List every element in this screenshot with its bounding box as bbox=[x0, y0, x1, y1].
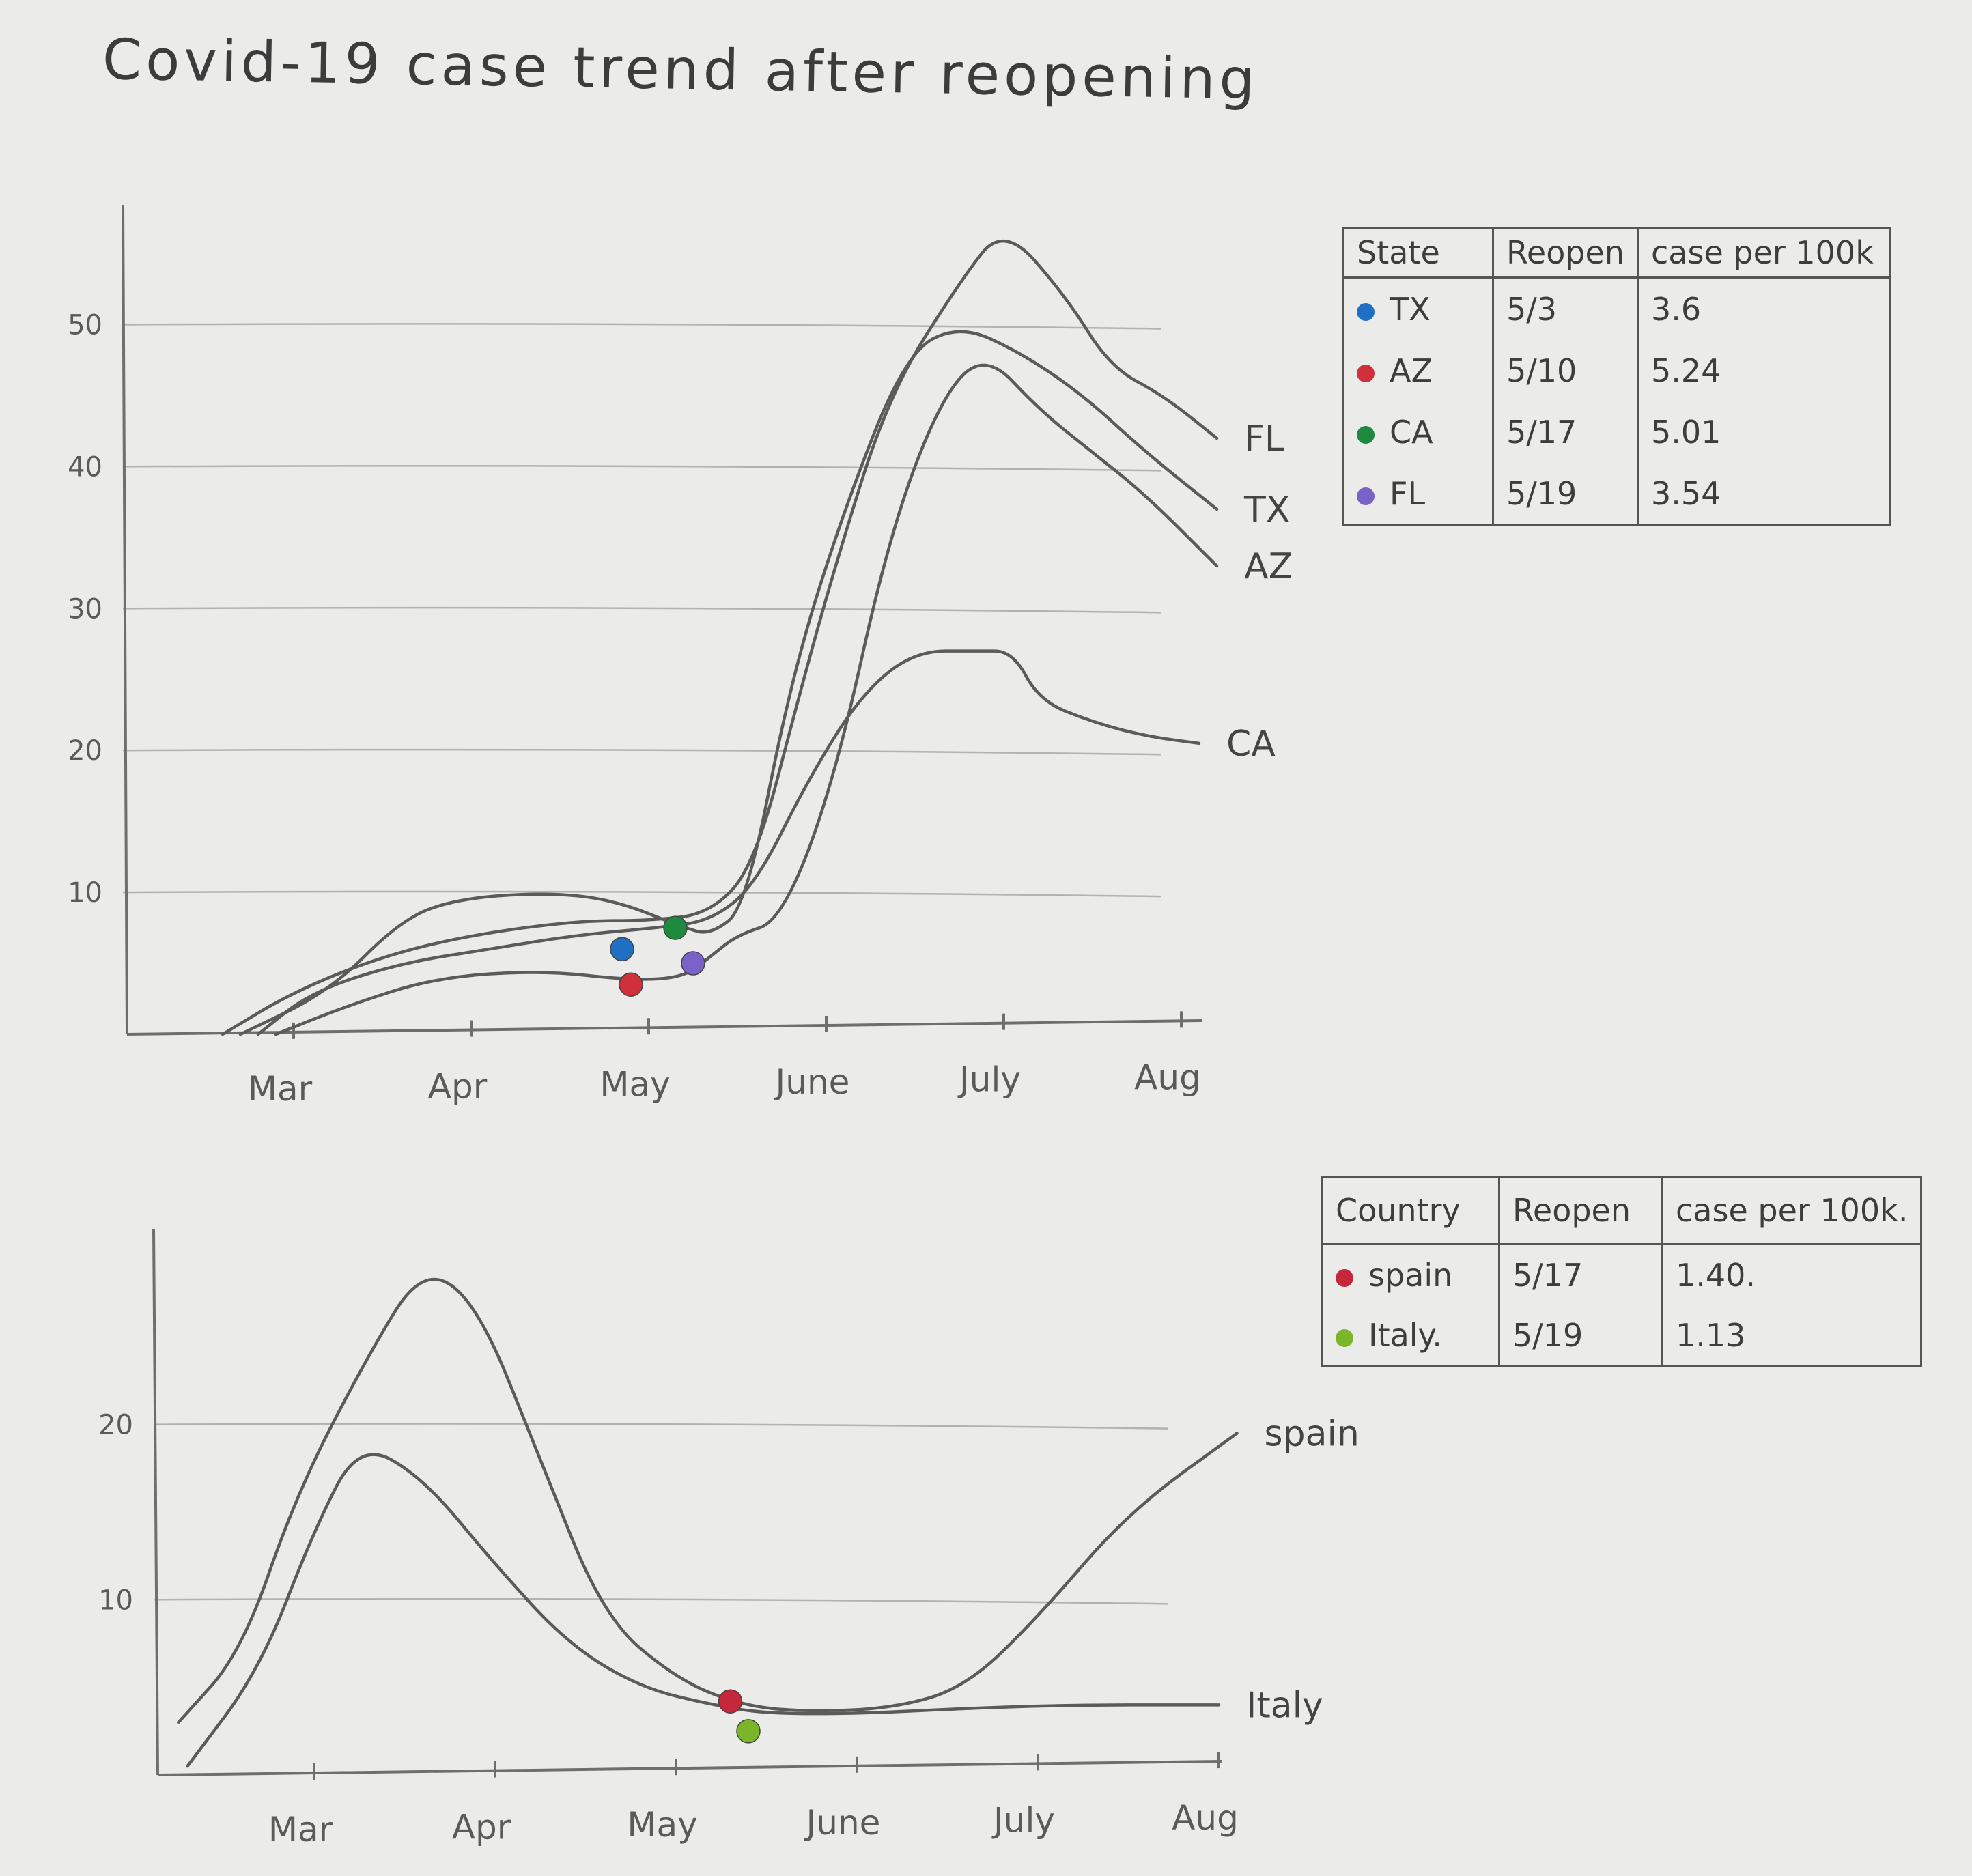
state-cell: CA bbox=[1342, 401, 1494, 463]
y-tick-label: 20 bbox=[98, 1410, 133, 1441]
cases-per-100k: 1.40. bbox=[1661, 1244, 1923, 1305]
state-name: TX bbox=[1390, 291, 1431, 328]
state-cell: AZ bbox=[1342, 340, 1494, 401]
state-row: AZ 5/10 5.24 bbox=[1342, 340, 1891, 401]
y-axis bbox=[122, 204, 128, 1035]
series-line-spain bbox=[177, 1277, 1239, 1724]
legend-dot-icon bbox=[1357, 302, 1375, 321]
reopen-date: 5/17 bbox=[1498, 1244, 1663, 1305]
state-cell: FL bbox=[1342, 463, 1494, 526]
cases-per-100k: 5.24 bbox=[1637, 340, 1891, 401]
cases-header: case per 100k. bbox=[1661, 1176, 1923, 1245]
gridline bbox=[122, 606, 1161, 614]
reopen-date: 5/19 bbox=[1492, 463, 1639, 526]
series-line-fl bbox=[221, 239, 1219, 1036]
cases-per-100k: 3.6 bbox=[1637, 277, 1891, 340]
state-table-header: State Reopen case per 100k bbox=[1342, 227, 1891, 279]
cases-per-100k: 3.54 bbox=[1637, 463, 1891, 526]
x-tick-label: Mar bbox=[268, 1810, 333, 1849]
series-label: TX bbox=[1243, 489, 1290, 530]
state-name: FL bbox=[1390, 475, 1426, 512]
x-tick-label: Aug bbox=[1172, 1798, 1239, 1838]
reopen-marker bbox=[663, 915, 688, 940]
series-line-tx bbox=[238, 330, 1219, 1036]
cases-per-100k: 5.01 bbox=[1637, 401, 1891, 463]
legend-dot-icon bbox=[1336, 1328, 1353, 1347]
x-tick-label: May bbox=[600, 1064, 670, 1104]
gridline bbox=[153, 1597, 1168, 1605]
state-cell: TX bbox=[1342, 277, 1494, 340]
x-tick-label: June bbox=[804, 1803, 881, 1843]
series-label: spain bbox=[1265, 1414, 1360, 1455]
y-axis bbox=[152, 1228, 159, 1776]
state-row: CA 5/17 5.01 bbox=[1342, 401, 1891, 463]
legend-dot-icon bbox=[1336, 1268, 1353, 1287]
gridline bbox=[122, 323, 1161, 330]
x-tick-label: Apr bbox=[428, 1067, 488, 1107]
cases-header: case per 100k bbox=[1637, 227, 1891, 279]
state-reopen-table: State Reopen case per 100k TX 5/3 3.6 AZ 5/1… bbox=[1342, 227, 1891, 526]
country-reopen-table: Country Reopen case per 100k. spain 5/17 1… bbox=[1321, 1176, 1923, 1367]
series-line-ca bbox=[256, 649, 1201, 1036]
country-name: spain bbox=[1368, 1257, 1453, 1294]
country-name: Italy. bbox=[1368, 1317, 1442, 1354]
y-tick-label: 20 bbox=[68, 735, 102, 767]
state-name: CA bbox=[1390, 414, 1433, 451]
gridline bbox=[122, 465, 1161, 472]
country-header: Country bbox=[1321, 1176, 1500, 1245]
country-cell: Italy. bbox=[1321, 1305, 1500, 1367]
state-row: TX 5/3 3.6 bbox=[1342, 277, 1891, 340]
series-line-az bbox=[274, 363, 1219, 1036]
reopen-header: Reopen bbox=[1498, 1176, 1663, 1245]
reopen-marker bbox=[610, 937, 634, 962]
x-tick-label: May bbox=[627, 1805, 697, 1845]
series-label: FL bbox=[1244, 418, 1284, 459]
state-header: State bbox=[1342, 227, 1494, 279]
reopen-marker bbox=[718, 1689, 743, 1714]
reopen-date: 5/19 bbox=[1498, 1305, 1663, 1367]
legend-dot-icon bbox=[1357, 487, 1375, 505]
reopen-date: 5/10 bbox=[1492, 340, 1639, 401]
y-tick-label: 40 bbox=[68, 451, 102, 483]
y-tick-label: 30 bbox=[68, 593, 102, 625]
y-tick-label: 10 bbox=[98, 1584, 133, 1616]
series-label: Italy bbox=[1246, 1685, 1323, 1726]
state-name: AZ bbox=[1390, 352, 1433, 389]
gridline bbox=[122, 890, 1161, 898]
reopen-date: 5/3 bbox=[1492, 277, 1639, 340]
x-axis bbox=[126, 1019, 1202, 1036]
y-tick-label: 10 bbox=[68, 877, 102, 909]
x-axis bbox=[157, 1760, 1223, 1776]
series-line-italy bbox=[186, 1453, 1221, 1768]
series-label: CA bbox=[1226, 724, 1276, 765]
reopen-header: Reopen bbox=[1492, 227, 1639, 279]
country-row: Italy. 5/19 1.13 bbox=[1321, 1305, 1923, 1367]
state-row: FL 5/19 3.54 bbox=[1342, 463, 1891, 526]
x-tick-label: Mar bbox=[248, 1069, 313, 1109]
country-cell: spain bbox=[1321, 1244, 1500, 1305]
reopen-date: 5/17 bbox=[1492, 401, 1639, 463]
x-tick-label: July bbox=[991, 1800, 1055, 1840]
legend-dot-icon bbox=[1357, 425, 1375, 444]
x-tick-label: June bbox=[774, 1062, 850, 1102]
reopen-marker bbox=[736, 1719, 761, 1744]
series-label: AZ bbox=[1244, 546, 1293, 587]
reopen-marker bbox=[619, 972, 643, 997]
y-tick-label: 50 bbox=[68, 310, 102, 341]
legend-dot-icon bbox=[1357, 364, 1375, 382]
x-tick-label: Aug bbox=[1134, 1057, 1201, 1097]
x-tick-label: July bbox=[957, 1060, 1021, 1100]
country-table-header: Country Reopen case per 100k. bbox=[1321, 1176, 1923, 1245]
gridline bbox=[153, 1423, 1168, 1430]
x-tick-label: Apr bbox=[452, 1808, 511, 1847]
cases-per-100k: 1.13 bbox=[1661, 1305, 1923, 1367]
country-row: spain 5/17 1.40. bbox=[1321, 1244, 1923, 1305]
reopen-marker bbox=[681, 951, 705, 976]
gridline bbox=[122, 748, 1161, 756]
